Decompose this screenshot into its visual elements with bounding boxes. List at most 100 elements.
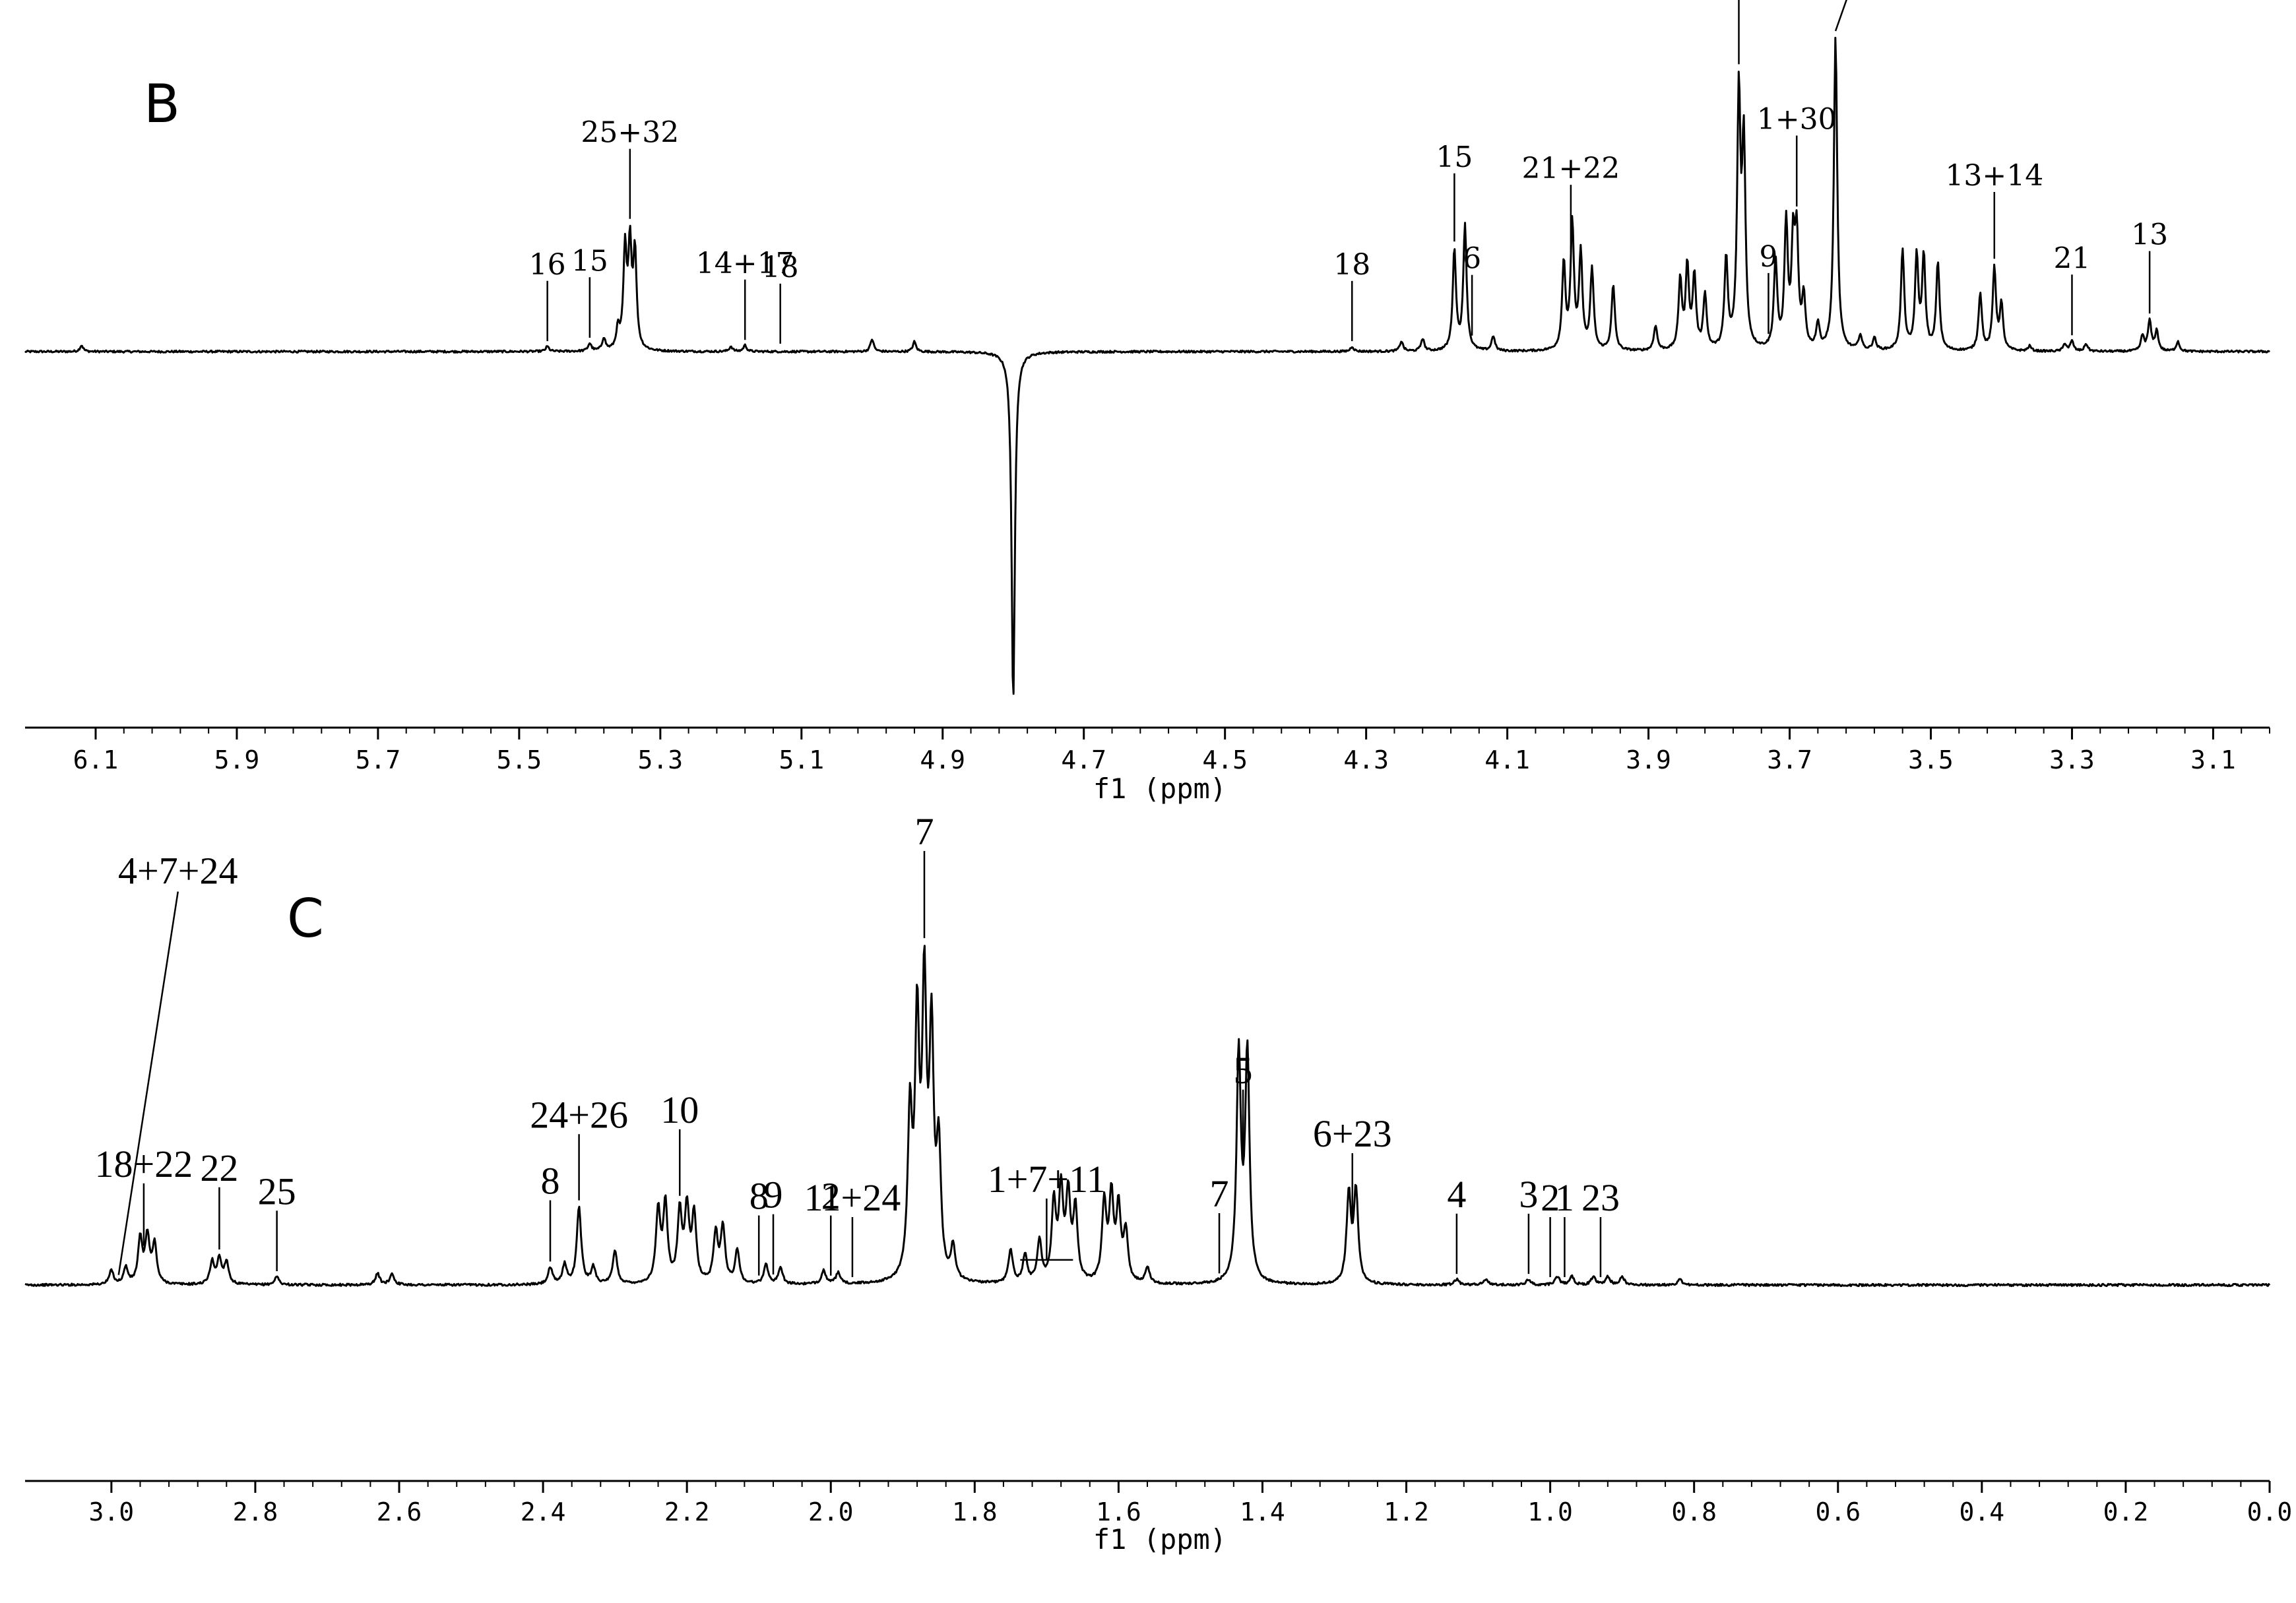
peak-annotation: 18 xyxy=(762,251,799,344)
peak-annotation: 25+32 xyxy=(581,116,679,219)
x-tick-label: 5.1 xyxy=(779,745,824,774)
annotation-label: 18 xyxy=(1333,248,1370,282)
peak-annotation: 18+22 xyxy=(95,1143,193,1246)
spectrum-line-c xyxy=(24,945,2271,1288)
x-tick-label: 6.1 xyxy=(73,745,119,774)
annotation-leader-line xyxy=(1834,0,1847,32)
spectrum-line-b xyxy=(24,36,2270,695)
x-tick-label: 3.5 xyxy=(1908,745,1954,774)
annotation-label: 15 xyxy=(571,244,608,278)
annotation-label: 15 xyxy=(1436,141,1473,174)
annotation-label: 4+7+24 xyxy=(118,850,238,893)
annotation-label: 13 xyxy=(2131,218,2168,252)
annotation-label: 1+7+11 xyxy=(988,1158,1106,1201)
annotation-label: 5 xyxy=(1234,1049,1253,1092)
x-tick-label: 2.8 xyxy=(233,1497,278,1526)
x-tick-label: 2.2 xyxy=(664,1497,710,1526)
peak-annotation: 9 xyxy=(764,1174,783,1274)
x-tick-label: 3.9 xyxy=(1626,745,1671,774)
annotation-label: 25 xyxy=(258,1170,296,1212)
peak-annotation: 16 xyxy=(529,248,566,342)
x-tick-label: 0.2 xyxy=(2103,1497,2149,1526)
peak-annotation: 22 xyxy=(200,1147,238,1250)
x-tick-label: 4.1 xyxy=(1484,745,1530,774)
peak-annotation: 13 xyxy=(2131,218,2168,314)
annotation-label: 14+17 xyxy=(696,247,794,280)
annotation-label: 9 xyxy=(764,1174,783,1216)
panel-label-b: B xyxy=(144,73,180,135)
peak-annotation: 2 xyxy=(821,1175,841,1276)
annotation-label: 7 xyxy=(1210,1172,1229,1215)
annotation-label: 3 xyxy=(1519,1173,1538,1216)
annotation-label: 4 xyxy=(1447,1173,1466,1216)
peak-annotation: 23 xyxy=(1581,1176,1620,1277)
peak-annotation: 6+23 xyxy=(1313,1112,1392,1218)
x-tick-label: 1.0 xyxy=(1527,1497,1573,1526)
peak-annotation: 14+17 xyxy=(696,247,794,340)
x-axis-label-b: f1 (ppm) xyxy=(1093,772,1227,805)
x-axis-ticks-c: 3.0 2.8 2.6 2.4 2.2 2.0 1.8 1.6 1.4 1.2 1.0 0.8 0.6 0… xyxy=(89,1481,2293,1526)
peak-annotation: 10 xyxy=(660,1088,699,1196)
annotation-label: 21 xyxy=(2053,241,2090,275)
x-tick-label: 3.7 xyxy=(1767,745,1812,774)
x-tick-label: 1.6 xyxy=(1096,1497,1141,1526)
peak-annotation: 4+7+24 xyxy=(117,850,238,1275)
annotation-label: 13+14 xyxy=(1945,159,2043,193)
annotation-label: 1+30 xyxy=(1757,102,1837,136)
peak-annotation: 25 xyxy=(258,1170,296,1271)
peak-annotation: 13+14 xyxy=(1945,159,2043,259)
x-axis-label-c: f1 (ppm) xyxy=(1093,1523,1227,1556)
x-tick-label: 3.1 xyxy=(2190,745,2236,774)
peak-annotation: 7 xyxy=(914,810,934,939)
annotation-label: 11+24 xyxy=(804,1176,901,1219)
peak-annotation: 3 xyxy=(1519,1173,1538,1274)
annotation-label: 2 xyxy=(1541,1176,1560,1219)
x-tick-label: 0.6 xyxy=(1815,1497,1861,1526)
peak-annotation: 7 xyxy=(1210,1172,1229,1274)
annotation-label: 9 xyxy=(1759,240,1777,274)
annotation-label: 16 xyxy=(529,248,566,282)
x-tick-label: 1.8 xyxy=(952,1497,998,1526)
peak-annotation: 12 xyxy=(1834,0,1847,32)
peak-annotation: 15 xyxy=(1436,141,1473,242)
peak-annotation: 4 xyxy=(1447,1173,1466,1274)
peak-annotation: 5 xyxy=(1234,1049,1253,1160)
peak-annotation: 21 xyxy=(2053,241,2090,336)
annotation-label: 8 xyxy=(749,1175,769,1218)
peak-annotation: 11+24 xyxy=(804,1176,901,1277)
panel-label-c: C xyxy=(287,888,324,949)
peak-annotation: 21+22 xyxy=(1521,152,1620,253)
x-tick-label: 1.2 xyxy=(1384,1497,1429,1526)
peak-annotation: 8 xyxy=(749,1175,769,1276)
x-tick-label: 0.8 xyxy=(1671,1497,1717,1526)
peak-annotation: 6 xyxy=(1463,242,1481,336)
annotation-label: 23 xyxy=(1581,1176,1620,1219)
x-tick-label: 5.9 xyxy=(214,745,260,774)
peak-annotation: 24+26 xyxy=(530,1093,628,1201)
x-tick-label: 3.3 xyxy=(2049,745,2095,774)
annotation-label: 2 xyxy=(821,1175,841,1218)
annotation-label: 25+32 xyxy=(581,116,679,150)
peak-annotation: 8+11 xyxy=(1738,0,1740,65)
x-tick-label: 5.7 xyxy=(356,745,401,774)
annotation-label: 18+22 xyxy=(95,1143,193,1185)
peak-annotation: 1+7+11 xyxy=(988,1158,1106,1261)
annotation-leader-line xyxy=(117,891,179,1275)
x-tick-label: 5.5 xyxy=(497,745,542,774)
annotation-label: 6 xyxy=(1463,242,1481,276)
x-tick-label: 0.0 xyxy=(2247,1497,2293,1526)
panel-b: B 161525+3214+17181815621+228+1191+30121… xyxy=(24,0,2270,805)
annotation-label: 18 xyxy=(762,251,799,284)
x-tick-label: 5.3 xyxy=(638,745,684,774)
x-tick-label: 4.5 xyxy=(1202,745,1248,774)
annotation-label: 6+23 xyxy=(1313,1112,1392,1155)
peak-annotation: 1+30 xyxy=(1757,102,1837,207)
annotation-label: 10 xyxy=(660,1088,699,1131)
peak-annotation: 2 xyxy=(1541,1176,1560,1277)
annotation-label: 22 xyxy=(200,1147,238,1189)
peak-annotation: 8 xyxy=(540,1159,559,1262)
annotation-label: 24+26 xyxy=(530,1093,628,1136)
